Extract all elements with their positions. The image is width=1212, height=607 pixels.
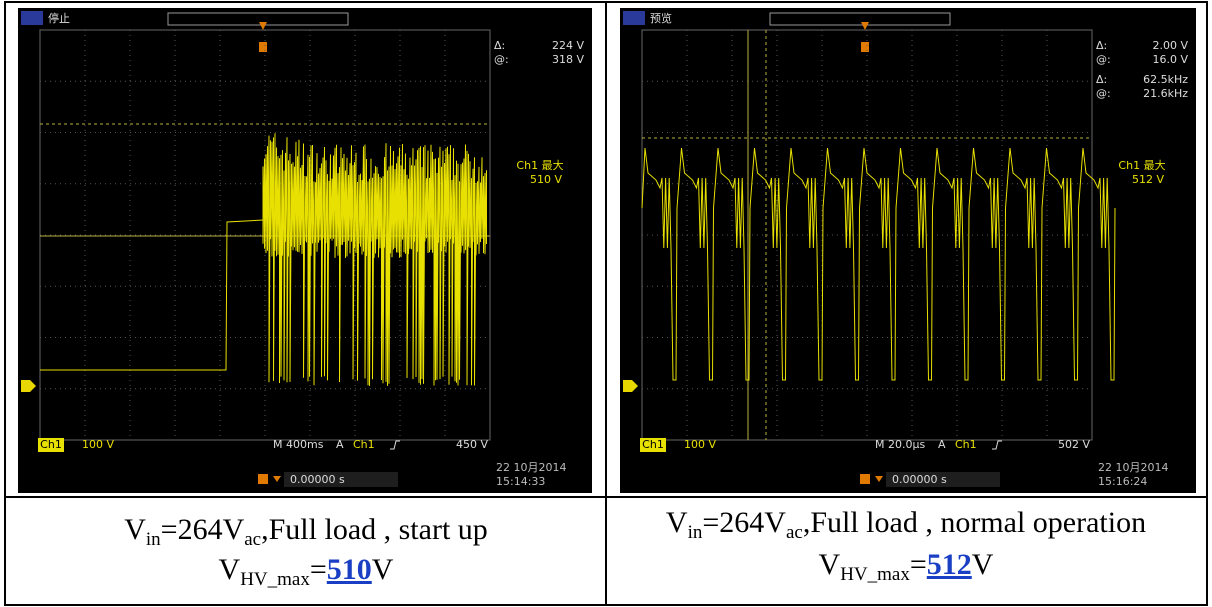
date: 22 10月2014: [496, 461, 567, 474]
caption-text: V: [219, 553, 241, 586]
cursor-value: 224 V: [552, 39, 584, 52]
caption-text: V: [972, 548, 994, 581]
cursor-label: @:: [1096, 87, 1111, 100]
scale: 100 V: [684, 438, 716, 451]
timebase: M 400ms: [273, 438, 324, 451]
tek-logo: [21, 11, 43, 25]
caption-text: in: [146, 529, 161, 550]
max-label: Ch1 最大: [1118, 158, 1165, 172]
caption-text: V: [124, 513, 146, 546]
caption-text: =264V: [702, 506, 786, 539]
caption-text: V: [819, 548, 841, 581]
caption-text: in: [688, 522, 703, 543]
caption-line: Vin=264Vac,Full load , normal operation: [606, 505, 1206, 541]
scope-screen: 预览 Δ: 2.00 V @: 16.0 V Δ: 62.5kHz @: 21.6kHz Ch1 …: [620, 8, 1196, 493]
trig-channel: Ch1: [955, 438, 977, 451]
trigger-marker: [259, 42, 267, 52]
scale: 100 V: [82, 438, 114, 451]
trig-offset: 0.00000 s: [290, 473, 345, 486]
caption-text: ac: [244, 529, 261, 550]
cursor-label: Δ:: [494, 39, 505, 52]
cursor-label: Δ:: [1096, 73, 1107, 86]
caption-text: ac: [786, 522, 803, 543]
cursor-value: 2.00 V: [1152, 39, 1188, 52]
max-value: 512 V: [1132, 173, 1164, 186]
trigger-marker: [861, 42, 869, 52]
caption-text: HV_max: [240, 569, 310, 590]
offset-icon: [258, 474, 268, 484]
status: 停止: [48, 11, 70, 25]
status: 预览: [650, 11, 672, 25]
caption-line: VHV_max=512V: [606, 547, 1206, 583]
caption-text: =: [310, 553, 327, 586]
caption-text: V: [666, 506, 688, 539]
time: 15:16:24: [1098, 475, 1147, 488]
cursor-value: 21.6kHz: [1143, 87, 1188, 100]
cursor-label: @:: [1096, 53, 1111, 66]
cursor-value: 62.5kHz: [1143, 73, 1188, 86]
trig-channel: Ch1: [353, 438, 375, 451]
channel: Ch1: [40, 438, 62, 451]
caption-text: 512: [927, 548, 972, 581]
trig-label: A: [336, 438, 344, 451]
caption-text: =: [910, 548, 927, 581]
trig-label: A: [938, 438, 946, 451]
offset-icon: [860, 474, 870, 484]
caption-line: VHV_max=510V: [6, 552, 606, 588]
caption-line: Vin=264Vac,Full load , start up: [6, 512, 606, 548]
tek-logo: [623, 11, 645, 25]
cursor-label: @:: [494, 53, 509, 66]
timebase: M 20.0µs: [875, 438, 925, 451]
page: 停止Δ:224 V@:318 VCh1 最大510 VCh1100 VM 400…: [0, 0, 1212, 607]
caption-text: HV_max: [840, 564, 910, 585]
caption-text: =264V: [161, 513, 245, 546]
caption-text: ,Full load , normal operation: [803, 506, 1146, 539]
caption-text: V: [372, 553, 394, 586]
time: 15:14:33: [496, 475, 545, 488]
cursor-label: Δ:: [1096, 39, 1107, 52]
trig-level: 502 V: [1058, 438, 1090, 451]
channel: Ch1: [642, 438, 664, 451]
cursor-value: 318 V: [552, 53, 584, 66]
date: 22 10月2014: [1098, 461, 1169, 474]
caption-text: ,Full load , start up: [261, 513, 488, 546]
max-label: Ch1 最大: [516, 158, 563, 172]
max-value: 510 V: [530, 173, 562, 186]
trig-level: 450 V: [456, 438, 488, 451]
trig-offset: 0.00000 s: [892, 473, 947, 486]
cursor-value: 16.0 V: [1152, 53, 1188, 66]
caption-text: 510: [327, 553, 372, 586]
